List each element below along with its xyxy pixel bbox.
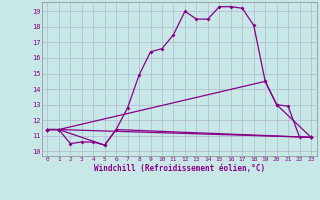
- X-axis label: Windchill (Refroidissement éolien,°C): Windchill (Refroidissement éolien,°C): [94, 164, 265, 173]
